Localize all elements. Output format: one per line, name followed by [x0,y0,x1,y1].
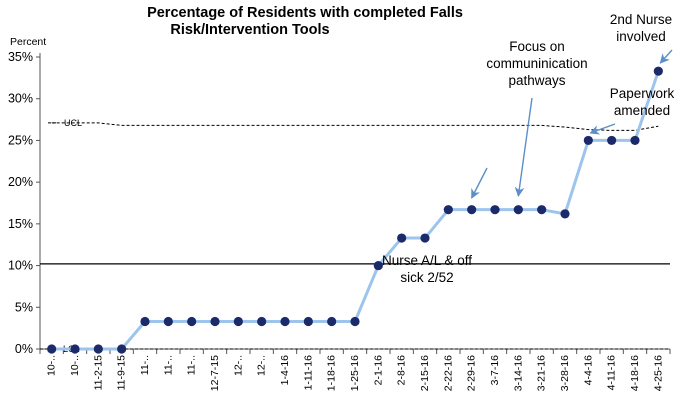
annotation-arrow [514,97,533,197]
annotation-text: 2nd Nurse [610,12,672,27]
annotation-arrow [471,167,488,199]
data-point [513,205,523,215]
y-tick-label: 20% [8,175,33,189]
data-point [140,316,150,327]
x-tick-label: 11-.. [186,355,198,375]
y-axis-label: Percent [10,36,46,48]
data-point [163,316,173,327]
x-tick-label: 2-1-16 [372,355,384,386]
x-tick-label: 1-18-16 [326,355,338,391]
y-tick-label: 5% [15,300,33,314]
data-point [373,260,383,271]
chart-title: Percentage of Residents with completed F… [147,5,463,38]
x-tick-label: 12-.. [256,355,268,376]
annotation: Focus on communinication pathways [486,39,588,197]
data-point [443,205,453,215]
annotation: 2nd Nurse involved [610,12,673,64]
data-point [420,233,430,243]
annotation-text: Paperwork [610,86,675,101]
annotation-text: pathways [508,73,565,88]
x-tick-label: 1-11-16 [302,355,314,391]
chart-title-line-2: Risk/Intervention Tools [170,22,329,38]
data-point [537,205,547,215]
data-point [327,316,337,327]
x-tick-label: 2-8-16 [396,355,408,386]
data-point [583,135,593,146]
y-tick-label: 15% [8,217,33,231]
x-tick-label: 10-.. [46,355,58,376]
annotation: Nurse A/L & off sick 2/52 [382,167,488,285]
annotation-text: involved [616,29,666,44]
x-tick-label: 4-18-16 [629,355,641,391]
data-point [280,316,290,327]
data-point [233,316,243,327]
annotation: Paperwork amended [589,86,675,135]
x-tick-label: 4-11-16 [606,355,618,391]
data-point [93,344,103,354]
annotation-text: Nurse A/L & off [382,253,472,268]
x-tick-label: 2-29-16 [466,355,478,391]
annotation-arrow [589,123,616,135]
data-point [397,233,407,243]
x-tick-label: 4-25-16 [652,355,664,391]
data-point [257,316,267,327]
x-tick-label: 12-7-15 [209,355,221,391]
data-point [607,135,617,146]
y-tick-label: 35% [8,50,33,64]
annotation-text: amended [614,103,670,118]
y-tick-label: 0% [15,342,33,356]
x-tick-label: 3-7-16 [489,355,501,386]
x-tick-label: 11-2-15 [92,355,104,391]
data-point [560,209,570,219]
plot-area: 0% 5% 10% 15% 20% 25% 30% 35% 10-.. 10-.. 11-2-15 1… [8,12,675,391]
x-tick-label: 1-4-16 [279,355,291,386]
ucl-line [51,122,659,131]
y-tick-label: 25% [8,133,33,147]
data-point [467,205,477,215]
x-tick-label: 11-.. [139,355,151,375]
data-point [630,135,640,146]
x-tick-label: 3-14-16 [512,355,524,391]
y-tick-label: 10% [8,259,33,273]
x-tick-label: 4-4-16 [582,355,594,386]
data-point [47,344,57,354]
x-tick-label: 12-.. [232,355,244,376]
x-tick-label: 10-.. [69,355,81,376]
data-point [350,316,360,327]
y-tick-label: 30% [8,92,33,106]
x-tick-label: 2-15-16 [419,355,431,391]
data-point [210,316,220,327]
data-point [490,205,500,215]
data-point [187,316,197,327]
x-tick-label: 11-.. [162,355,174,375]
annotation-text: Focus on [509,39,565,54]
x-tick-label: 3-21-16 [536,355,548,391]
x-tick-label: 3-28-16 [559,355,571,391]
x-tick-label: 11-9-15 [116,355,128,391]
x-tick-label: 2-22-16 [442,355,454,391]
annotation-arrow [659,49,673,64]
x-tick-label: 1-25-16 [349,355,361,391]
ucl-label: UCL [64,118,82,128]
annotation-text: communinication [486,56,587,71]
annotation-text: sick 2/52 [400,270,453,285]
data-point [303,316,313,327]
data-point [70,344,80,354]
data-point [653,66,663,76]
data-point [117,344,127,354]
chart-title-line-1: Percentage of Residents with completed F… [147,5,463,21]
